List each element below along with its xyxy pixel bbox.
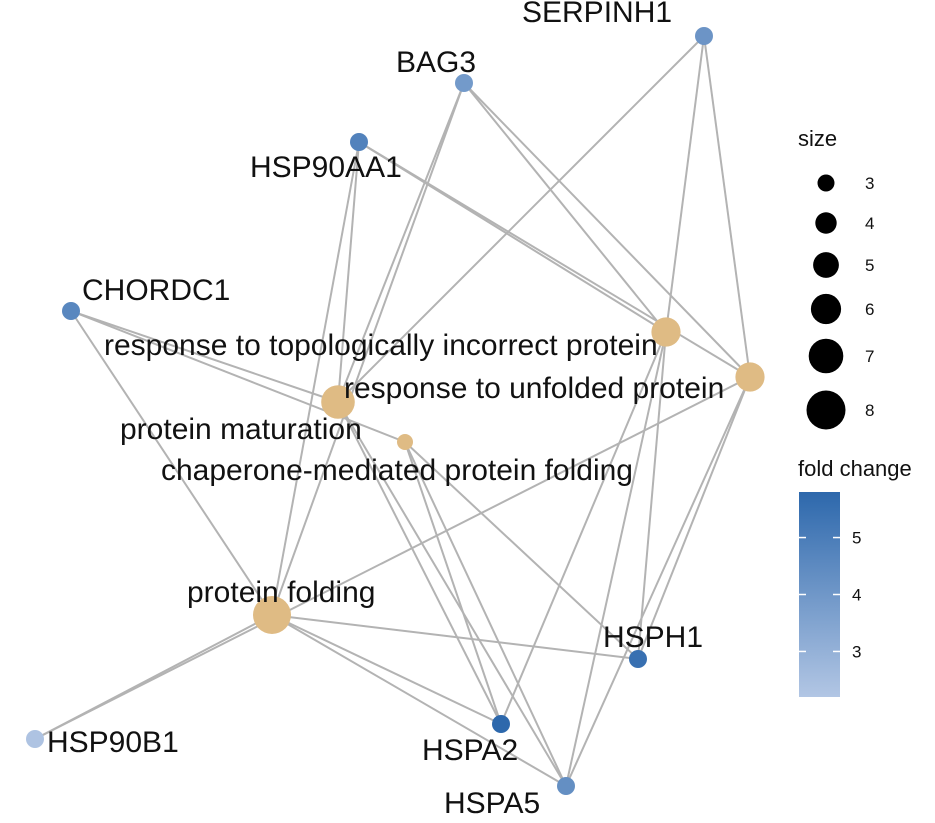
gene-node-chordc1	[62, 302, 80, 320]
edge-HSPH1-folding	[271, 614, 639, 660]
gene-node-bag3	[455, 74, 473, 92]
size-legend: size 3 4 5 6 7 8	[798, 126, 874, 430]
gene-label-serpinh1: SERPINH1	[522, 0, 672, 29]
term-node-chaperone	[397, 434, 413, 450]
colorbar-tick-label-5: 5	[852, 529, 861, 548]
size-legend-dot-5	[813, 252, 839, 278]
term-label-chaperone: chaperone-mediated protein folding	[161, 454, 633, 487]
edge-layer	[34, 35, 751, 787]
size-legend-label-3: 3	[865, 174, 874, 193]
edge-HSPH1-topo	[637, 331, 667, 660]
size-legend-label-5: 5	[865, 256, 874, 275]
term-node-topo	[651, 317, 681, 347]
size-legend-label-6: 6	[865, 300, 874, 319]
term-node-unfolded	[735, 362, 765, 392]
edge-HSPA2-chaperone	[404, 441, 502, 725]
edge-HSP90B1-folding	[34, 614, 273, 740]
edge-HSP90B1-unfolded	[34, 376, 751, 740]
gene-label-hsp90b1: HSP90B1	[47, 726, 179, 759]
gene-label-hsph1: HSPH1	[603, 621, 703, 654]
edge-BAG3-topo	[463, 82, 667, 333]
gene-label-hspa5: HSPA5	[444, 787, 540, 820]
size-legend-label-7: 7	[865, 347, 874, 366]
size-legend-dot-3	[817, 174, 835, 192]
term-node-folding	[253, 596, 291, 634]
edge-HSP90AA1-maturation	[337, 141, 360, 403]
edge-HSPA5-topo	[565, 331, 667, 787]
fold-change-legend-title: fold change	[798, 456, 912, 481]
edge-SERPINH1-maturation	[337, 35, 705, 403]
edge-SERPINH1-unfolded	[703, 35, 751, 378]
edge-HSPA2-topo	[500, 331, 667, 725]
gene-node-hsp90aa1	[350, 133, 368, 151]
size-legend-title: size	[798, 126, 837, 151]
gene-label-bag3: BAG3	[396, 46, 476, 79]
gene-label-hsp90aa1: HSP90AA1	[250, 151, 402, 184]
colorbar-tick-label-4: 4	[852, 586, 861, 605]
label-layer: SERPINH1 BAG3 HSP90AA1 CHORDC1 HSPH1 HSPA2 HSP…	[47, 0, 724, 820]
edge-HSPA2-folding	[271, 614, 502, 725]
edge-HSP90AA1-folding	[271, 141, 360, 616]
gene-node-hspa2	[492, 715, 510, 733]
size-legend-dot-8	[806, 390, 846, 430]
edge-HSPA2-maturation	[337, 401, 502, 725]
term-label-topo: response to topologically incorrect prot…	[104, 329, 658, 362]
edge-SERPINH1-topo	[665, 35, 705, 333]
term-label-folding: protein folding	[187, 576, 375, 609]
size-legend-dot-6	[810, 293, 842, 325]
edge-HSPA5-maturation	[337, 401, 567, 787]
gene-node-serpinh1	[695, 27, 713, 45]
edge-HSPA5-unfolded	[565, 376, 751, 787]
gene-node-hsp90b1	[26, 730, 44, 748]
edge-HSPH1-unfolded	[637, 376, 751, 660]
gene-node-hspa5	[557, 777, 575, 795]
gene-node-hsph1	[629, 650, 647, 668]
edge-HSP90AA1-unfolded	[358, 141, 751, 378]
term-label-unfolded: response to unfolded protein	[344, 372, 724, 405]
edge-BAG3-maturation	[337, 82, 465, 403]
edge-CHORDC1-folding	[70, 310, 273, 616]
edge-BAG3-unfolded	[463, 82, 751, 378]
edge-HSPA5-folding	[271, 614, 567, 787]
term-label-maturation: protein maturation	[120, 413, 362, 446]
term-node-maturation	[321, 385, 355, 419]
size-legend-label-4: 4	[865, 214, 874, 233]
fold-change-legend: fold change 5 4 3	[798, 456, 912, 697]
size-legend-dot-4	[815, 212, 837, 234]
gene-label-hspa2: HSPA2	[422, 734, 518, 767]
node-layer	[26, 27, 765, 795]
edge-HSPH1-chaperone	[404, 441, 639, 660]
size-legend-label-8: 8	[865, 401, 874, 420]
gene-label-chordc1: CHORDC1	[82, 274, 230, 307]
colorbar-tick-label-3: 3	[852, 642, 861, 661]
edge-HSPA5-chaperone	[404, 441, 567, 787]
size-legend-dot-7	[808, 338, 844, 374]
edge-CHORDC1-maturation	[70, 310, 339, 403]
edge-BAG3-folding	[271, 82, 465, 616]
